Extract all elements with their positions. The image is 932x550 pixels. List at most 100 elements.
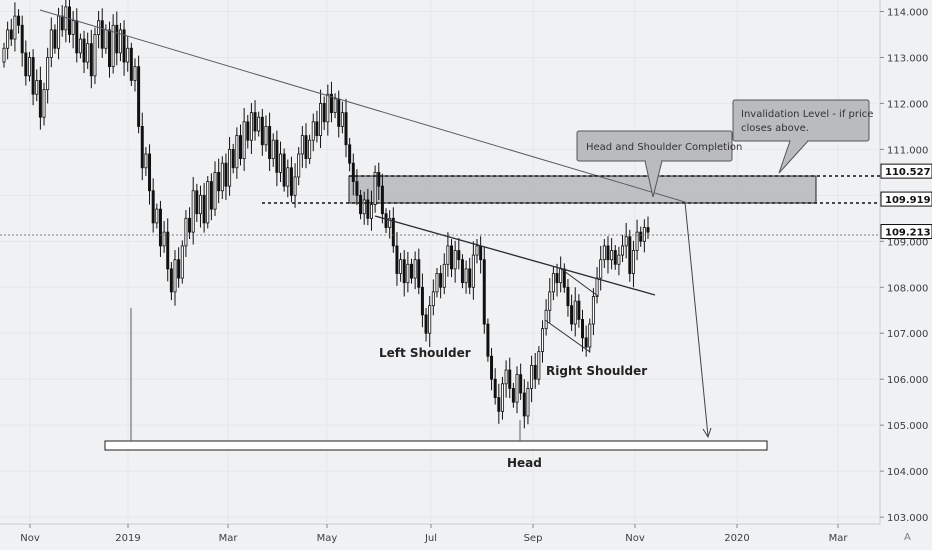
candle xyxy=(355,169,359,206)
candle xyxy=(450,239,454,278)
price-tag-label: 109.919 xyxy=(885,195,931,206)
candle xyxy=(591,288,595,336)
right-shoulder-line-lower xyxy=(544,319,591,353)
candle xyxy=(308,134,312,165)
candle xyxy=(180,240,184,284)
candle xyxy=(410,258,413,284)
y-tick-label: 111.000 xyxy=(887,145,928,156)
invalidation-zone xyxy=(348,175,817,204)
candle xyxy=(49,17,53,68)
candle xyxy=(530,355,534,403)
price-tag: 110.527 xyxy=(880,163,932,179)
price-tag-label: 109.213 xyxy=(885,228,931,239)
invalidation-callout-line1: Invalidation Level - if price xyxy=(741,109,873,120)
candle xyxy=(242,108,246,171)
candle xyxy=(184,210,188,257)
candle xyxy=(253,100,257,141)
y-tick-label: 107.000 xyxy=(887,329,928,340)
candle xyxy=(188,207,192,240)
candle xyxy=(173,250,177,306)
candle xyxy=(639,226,643,247)
candle xyxy=(540,320,544,363)
candle xyxy=(148,144,152,205)
candle xyxy=(588,318,592,353)
completion-callout[interactable]: Head and Shoulder Completion xyxy=(576,130,742,198)
candle xyxy=(493,368,497,405)
candle xyxy=(384,208,388,234)
candle xyxy=(373,165,377,213)
invalidation-callout[interactable]: Invalidation Level - if price closes abo… xyxy=(732,99,873,174)
candle xyxy=(500,376,504,420)
head-label: Head xyxy=(507,456,542,470)
candle xyxy=(431,279,435,316)
x-tick-label: Mar xyxy=(829,533,849,544)
candle xyxy=(599,245,603,291)
candle xyxy=(359,189,363,220)
candle xyxy=(399,252,403,282)
candle xyxy=(610,238,614,270)
candle xyxy=(275,130,279,187)
candle xyxy=(27,51,31,82)
candle xyxy=(624,222,628,259)
candle xyxy=(239,124,242,166)
candle xyxy=(2,42,6,68)
candle xyxy=(35,69,39,102)
candle xyxy=(621,234,625,262)
candle xyxy=(391,207,395,253)
candle xyxy=(322,96,326,131)
candle xyxy=(464,260,468,294)
candle xyxy=(537,346,541,385)
y-tick-label: 113.000 xyxy=(887,53,928,64)
candle xyxy=(348,137,352,172)
left-shoulder-label: Left Shoulder xyxy=(379,346,471,360)
candle xyxy=(395,232,399,286)
candle xyxy=(515,366,519,414)
target-arrow-head xyxy=(702,427,712,439)
candle xyxy=(369,190,373,231)
candle xyxy=(264,115,268,152)
long-downtrend-line[interactable] xyxy=(39,9,686,203)
candle xyxy=(93,27,97,85)
x-tick-label: May xyxy=(317,533,338,544)
x-tick-label: Jul xyxy=(424,533,437,544)
candle xyxy=(581,309,584,352)
candle xyxy=(606,236,610,274)
candle xyxy=(617,246,621,276)
y-tick-label: 103.000 xyxy=(887,513,928,524)
candle xyxy=(555,263,559,297)
candle xyxy=(642,219,646,253)
candle xyxy=(311,113,315,152)
target-arrow-line xyxy=(684,201,709,437)
x-tick-label: Mar xyxy=(219,533,239,544)
candle xyxy=(635,219,639,261)
candle xyxy=(544,299,548,336)
price-tag: 109.919 xyxy=(880,191,932,207)
candle xyxy=(126,35,130,72)
candle xyxy=(235,127,239,179)
candle xyxy=(217,158,221,204)
candle xyxy=(577,294,581,328)
candle xyxy=(162,221,166,253)
candle xyxy=(13,2,17,52)
candle xyxy=(297,147,301,186)
candle xyxy=(326,84,330,136)
candle xyxy=(344,98,348,158)
candle xyxy=(191,176,195,245)
x-tick-label: Sep xyxy=(524,533,543,544)
candle xyxy=(573,287,577,337)
price-tag: 109.213 xyxy=(880,224,932,240)
right-shoulder-line-upper xyxy=(559,267,599,297)
candle xyxy=(151,178,155,233)
candle xyxy=(362,191,366,225)
candle xyxy=(209,173,213,221)
candle xyxy=(46,47,50,104)
candle xyxy=(442,253,446,295)
candle xyxy=(460,254,464,289)
neckline[interactable] xyxy=(374,215,656,296)
x-axis[interactable]: Nov 2019 Mar May Jul Sep Nov 2020 Mar xyxy=(20,524,848,544)
candle xyxy=(406,251,410,293)
candle xyxy=(613,244,617,270)
candle xyxy=(224,153,228,200)
